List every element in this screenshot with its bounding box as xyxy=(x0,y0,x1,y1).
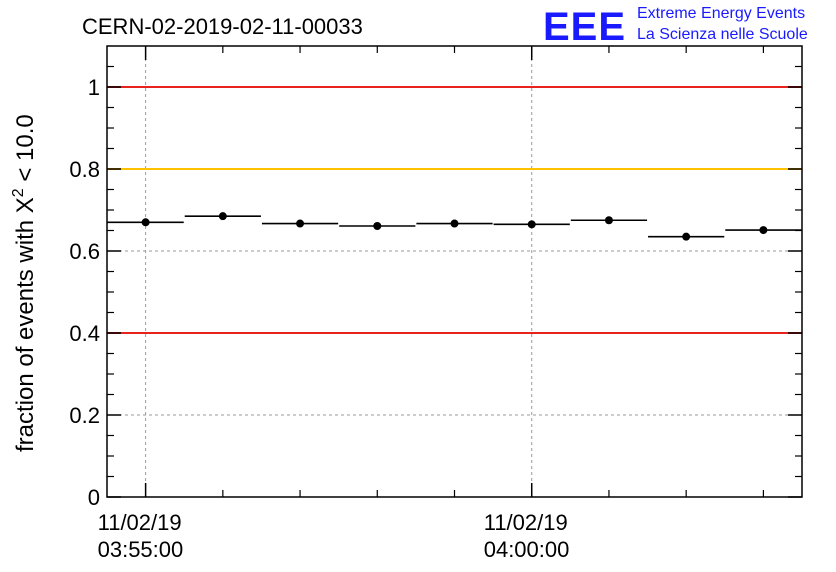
data-point-4 xyxy=(450,219,459,228)
y-axis-label-superscript: 2 xyxy=(10,188,27,197)
y-axis-label: fraction of events with X2 < 10.0 xyxy=(10,114,39,452)
data-point-5 xyxy=(527,220,536,229)
data-point-1 xyxy=(218,212,227,221)
data-point-7 xyxy=(682,232,691,241)
logo: EEE Extreme Energy Events La Scienza nel… xyxy=(543,5,808,49)
data-point-3 xyxy=(373,221,382,230)
plot-frame xyxy=(106,45,803,498)
chart-title: CERN-02-2019-02-11-00033 xyxy=(82,14,363,39)
axis-ticks xyxy=(107,46,802,498)
logo-line-2: La Scienza nelle Scuole xyxy=(637,26,808,43)
data-point-2 xyxy=(296,219,305,228)
data-point-6 xyxy=(604,216,613,225)
data-point-8 xyxy=(759,226,768,235)
y-tick-label-5: 1 xyxy=(88,75,100,100)
y-tick-labels: 0 0.2 0.4 0.6 0.8 1 xyxy=(69,75,100,510)
reference-lines xyxy=(107,86,802,334)
data-series xyxy=(107,212,802,241)
x-tick-time-0: 03:55:00 xyxy=(98,537,184,562)
y-tick-label-4: 0.8 xyxy=(69,157,100,182)
grid xyxy=(107,46,802,497)
logo-mark: EEE xyxy=(543,5,626,49)
data-point-0 xyxy=(141,218,150,227)
x-tick-time-1: 04:00:00 xyxy=(484,537,570,562)
y-tick-label-2: 0.4 xyxy=(69,321,100,346)
x-tick-date-1: 11/02/19 xyxy=(484,510,568,535)
y-tick-label-3: 0.6 xyxy=(69,239,100,264)
logo-line-1: Extreme Energy Events xyxy=(637,5,805,22)
y-tick-label-1: 0.2 xyxy=(69,403,100,428)
y-tick-label-0: 0 xyxy=(88,485,100,510)
x-tick-date-0: 11/02/19 xyxy=(98,510,182,535)
